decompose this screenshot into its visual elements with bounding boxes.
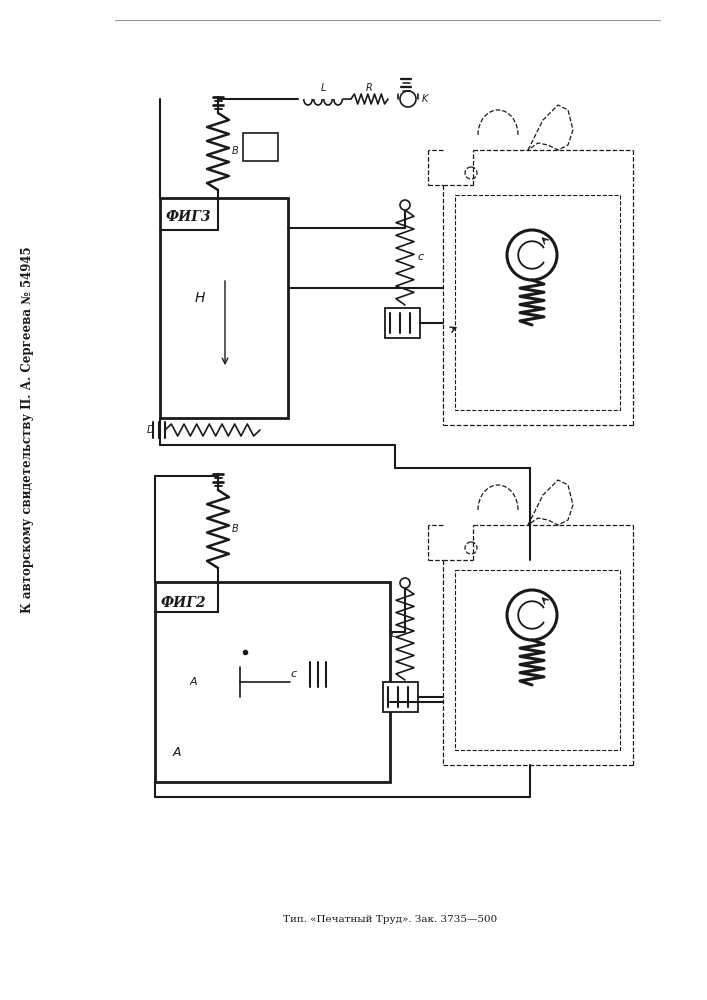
Bar <box>243 133 278 161</box>
Text: B: B <box>232 524 239 534</box>
Bar <box>385 308 420 338</box>
Text: R: R <box>366 83 373 93</box>
Text: H: H <box>195 291 205 305</box>
Text: B: B <box>232 146 239 156</box>
Text: A: A <box>173 746 182 758</box>
Text: К авторскому свидетельству П. А. Сергеева № 54945: К авторскому свидетельству П. А. Сергеев… <box>21 247 35 613</box>
Text: Тип. «Печатный Труд». Зак. 3735—500: Тип. «Печатный Труд». Зак. 3735—500 <box>283 916 497 924</box>
Bar <box>155 582 390 782</box>
Text: A: A <box>190 677 198 687</box>
Bar <box>160 198 288 418</box>
Text: D: D <box>147 425 155 435</box>
Text: K: K <box>422 94 428 104</box>
Text: c: c <box>290 669 296 679</box>
Text: c: c <box>390 629 396 639</box>
Bar <box>383 682 418 712</box>
Text: ФИГ3: ФИГ3 <box>165 210 211 224</box>
Bar <box>455 570 620 750</box>
Circle shape <box>400 200 410 210</box>
Text: c: c <box>417 252 423 262</box>
Text: ФИГ2: ФИГ2 <box>160 596 206 610</box>
Circle shape <box>400 578 410 588</box>
Bar <box>455 195 620 410</box>
Text: L: L <box>320 83 326 93</box>
